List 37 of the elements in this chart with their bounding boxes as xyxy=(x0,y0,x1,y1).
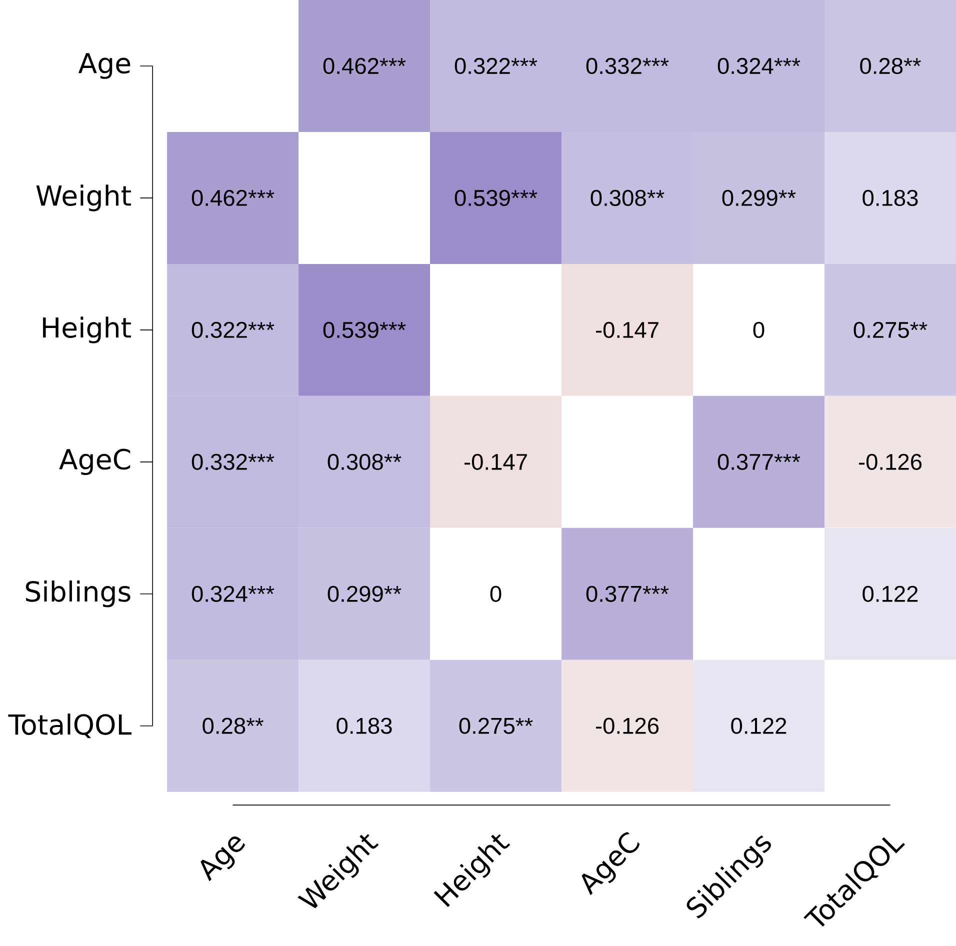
data-label: 0.183 xyxy=(862,190,918,206)
y-tick-label: Weight xyxy=(36,184,131,212)
data-label: 0.122 xyxy=(862,586,918,602)
data-label: 0.275** xyxy=(854,322,928,338)
y-tick-label: TotalQOL xyxy=(8,714,132,738)
data-label: 0.322*** xyxy=(192,322,274,338)
data-label: -0.147 xyxy=(464,454,527,470)
data-label: 0.308** xyxy=(328,454,402,470)
y-tick-label: AgeC xyxy=(59,448,130,476)
data-label: 0.539*** xyxy=(323,322,406,338)
data-label: 0.539*** xyxy=(454,190,538,206)
data-label: 0.183 xyxy=(336,718,392,734)
data-label: 0.28** xyxy=(202,718,264,734)
data-label: 0.324*** xyxy=(192,586,274,602)
data-label: 0.322*** xyxy=(454,58,538,74)
data-label: 0.377*** xyxy=(718,454,800,470)
data-label: 0.275** xyxy=(459,718,533,734)
data-label: 0.308** xyxy=(590,190,664,206)
y-tick-label: Age xyxy=(78,53,130,79)
data-label: 0.299** xyxy=(722,190,796,206)
y-tick-label: Height xyxy=(43,316,131,344)
data-label: 0.299** xyxy=(328,586,402,602)
data-label: 0.324*** xyxy=(718,58,800,74)
data-label: 0 xyxy=(490,586,502,602)
data-label: -0.126 xyxy=(596,718,659,734)
y-tick-label: Siblings xyxy=(26,580,130,608)
data-label: -0.126 xyxy=(858,454,922,470)
data-label: 0.332*** xyxy=(586,58,669,74)
data-label: 0.28** xyxy=(860,58,921,74)
data-label: 0 xyxy=(753,322,764,338)
data-label: 0.462*** xyxy=(192,190,274,206)
x-tick-label: Age xyxy=(200,836,246,882)
data-label: 0.332*** xyxy=(192,454,274,470)
data-label: -0.147 xyxy=(596,322,658,338)
data-label: 0.377*** xyxy=(586,586,669,602)
data-label: 0.462*** xyxy=(323,58,406,74)
data-label: 0.122 xyxy=(731,718,786,734)
